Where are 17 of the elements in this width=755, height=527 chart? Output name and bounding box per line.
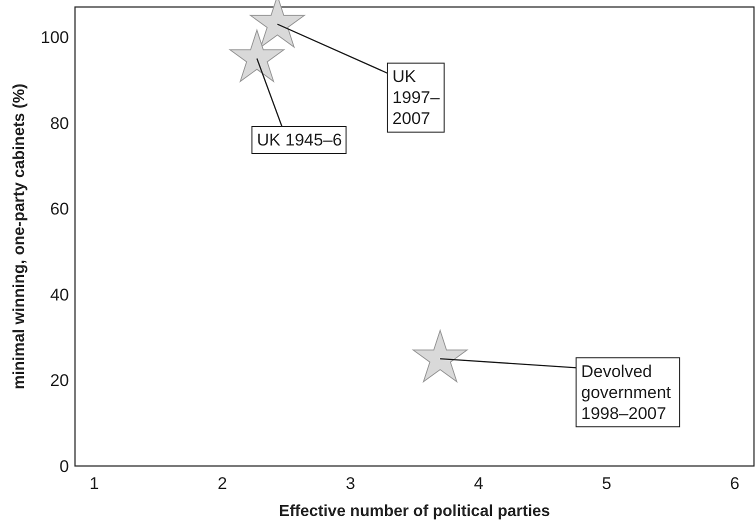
- y-tick-label: 60: [50, 200, 69, 219]
- x-tick-label: 2: [218, 474, 228, 493]
- y-tick-label: 40: [50, 285, 69, 304]
- y-tick-label: 100: [40, 28, 69, 48]
- x-tick-label: 6: [730, 474, 740, 493]
- annotation: UK 1945–6: [256, 130, 342, 150]
- x-tick-label: 4: [474, 474, 484, 493]
- annotation: Devolved government 1998–2007: [581, 362, 672, 423]
- y-axis-title: minimal winning, one-party cabinets (%): [11, 84, 28, 390]
- y-tick-label: 20: [50, 371, 69, 390]
- x-tick-label: 1: [89, 474, 99, 493]
- y-tick-label: 80: [50, 114, 69, 133]
- x-axis-title: Effective number of political parties: [278, 503, 550, 520]
- x-tick-label: 5: [602, 474, 612, 493]
- y-tick-label: 0: [60, 457, 69, 476]
- x-tick-label: 3: [346, 474, 356, 493]
- annotation: UK 1997–2007: [392, 67, 440, 128]
